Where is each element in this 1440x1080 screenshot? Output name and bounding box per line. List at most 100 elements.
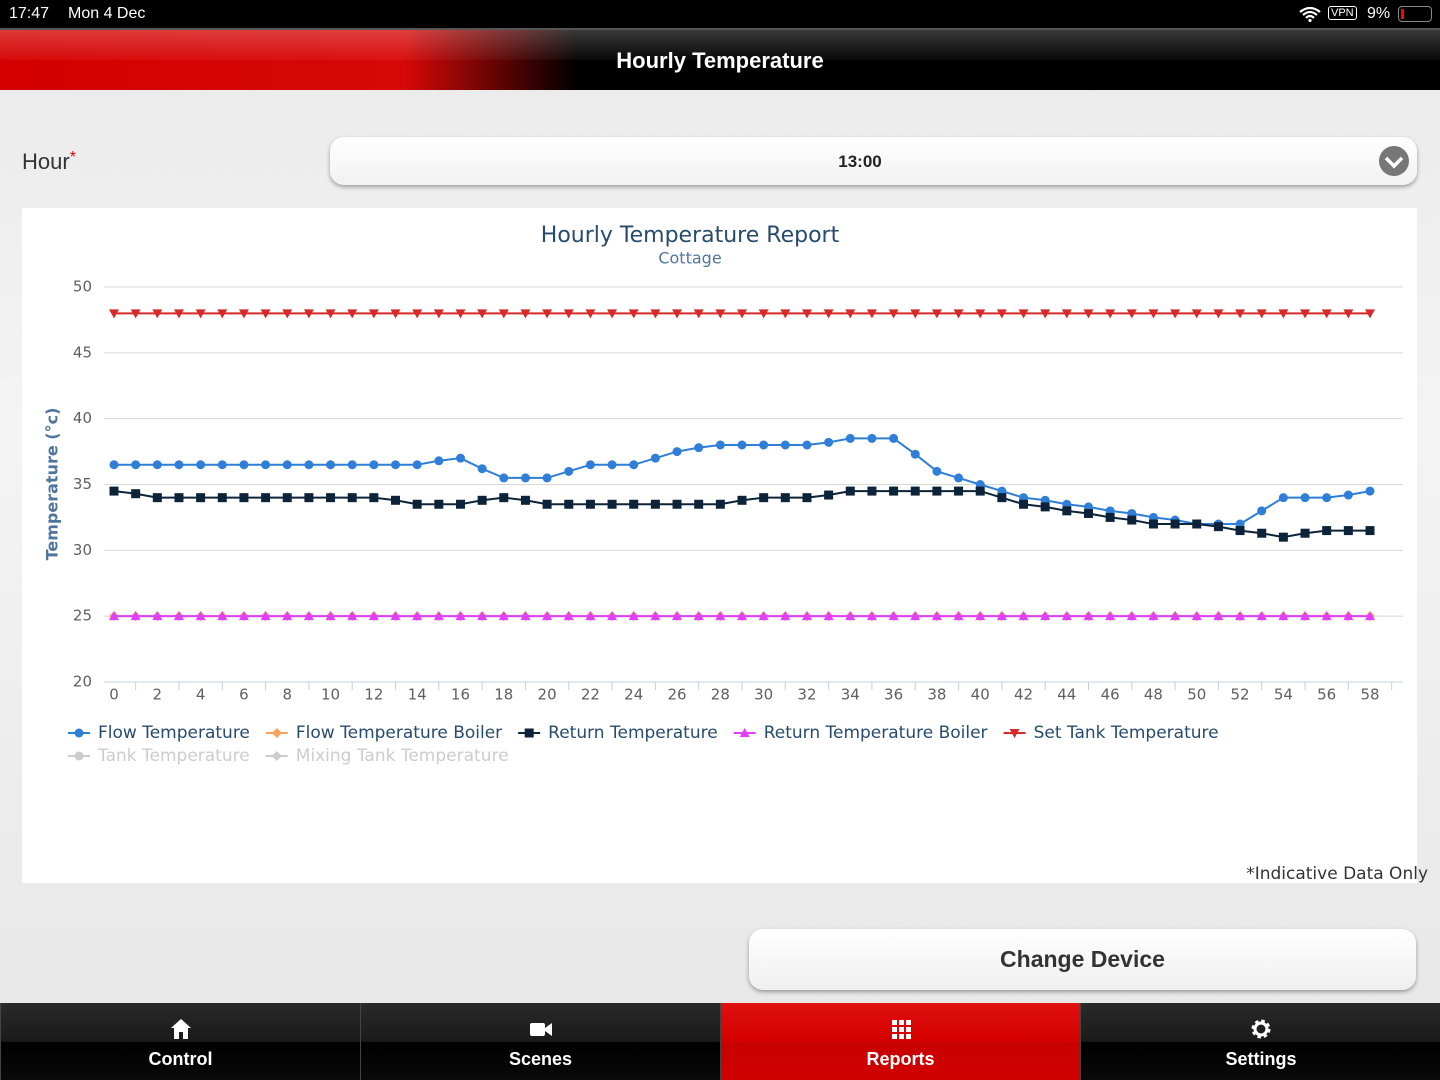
point (195, 309, 206, 319)
point (1018, 611, 1029, 621)
point (455, 309, 466, 319)
point (1257, 528, 1267, 538)
point (672, 499, 682, 509)
point (1322, 526, 1332, 536)
tab-label: Scenes (508, 1049, 573, 1069)
point (542, 499, 552, 509)
tab-label: Settings (1225, 1049, 1297, 1069)
point (282, 309, 293, 319)
legend-label: Return Temperature (548, 723, 718, 743)
point (477, 611, 488, 621)
point (1278, 611, 1289, 621)
point (737, 309, 747, 319)
y-tick-label: 30 (73, 541, 92, 559)
legend-label: Set Tank Temperature (1034, 723, 1219, 743)
point (888, 611, 899, 621)
grid-icon (892, 1020, 911, 1039)
point (672, 611, 683, 621)
point (1300, 611, 1311, 621)
point (217, 460, 227, 470)
status-bar: 17:47 Mon 4 Dec VPN 9% (0, 0, 1440, 28)
tab-reports[interactable]: Reports (720, 1003, 1080, 1080)
point (434, 499, 444, 509)
point (260, 309, 271, 319)
change-device-button[interactable]: Change Device (749, 929, 1416, 990)
point (1300, 493, 1310, 503)
point (715, 499, 725, 509)
x-tick-label: 12 (364, 686, 383, 704)
point (889, 486, 899, 496)
point (1278, 309, 1289, 319)
point (824, 490, 834, 500)
point (1040, 611, 1051, 621)
point (780, 493, 790, 503)
point (1148, 611, 1159, 621)
legend-label: Flow Temperature Boiler (296, 723, 502, 743)
point (694, 499, 704, 509)
point (585, 460, 595, 470)
x-tick-label: 44 (1057, 686, 1076, 704)
point (823, 611, 834, 621)
legend-item: Set Tank Temperature (1003, 723, 1219, 743)
point (109, 486, 119, 496)
point (845, 611, 856, 621)
point (368, 309, 379, 319)
point (759, 493, 769, 503)
x-tick-label: 8 (282, 686, 292, 704)
tab-bar: Control Scenes Reports Settings (0, 1003, 1440, 1080)
point (629, 460, 639, 470)
legend-item: Return Temperature Boiler (733, 723, 988, 743)
point (629, 499, 639, 509)
point (1105, 611, 1116, 621)
point (1040, 502, 1050, 512)
point (1213, 611, 1224, 621)
point (303, 309, 314, 319)
point (1300, 528, 1310, 538)
x-tick-label: 30 (754, 686, 773, 704)
hour-select[interactable]: 13:00 (330, 137, 1417, 185)
point (520, 473, 530, 483)
tab-settings[interactable]: Settings (1080, 1003, 1440, 1080)
point (238, 309, 249, 319)
x-tick-label: 0 (109, 686, 119, 704)
tab-control[interactable]: Control (0, 1003, 360, 1080)
point (131, 489, 141, 499)
legend-item: Tank Temperature (68, 746, 250, 766)
point (931, 611, 942, 621)
x-tick-label: 52 (1231, 686, 1250, 704)
tab-scenes[interactable]: Scenes (360, 1003, 720, 1080)
point (152, 460, 162, 470)
y-tick-label: 45 (73, 343, 92, 361)
dropdown-icon (1379, 146, 1409, 176)
point (271, 728, 282, 738)
point (1191, 611, 1202, 621)
point (585, 499, 595, 509)
point (932, 466, 942, 476)
point (910, 309, 921, 319)
chart-panel: Hourly Temperature Report Cottage Temper… (22, 208, 1417, 883)
point (975, 611, 986, 621)
point (412, 499, 422, 509)
point (347, 460, 357, 470)
legend-label: Mixing Tank Temperature (296, 746, 509, 766)
point (628, 309, 639, 319)
point (1191, 309, 1202, 319)
point (173, 611, 184, 621)
x-tick-label: 38 (927, 686, 946, 704)
point (217, 309, 228, 319)
point (261, 460, 271, 470)
point (1321, 309, 1332, 319)
point (1343, 526, 1353, 536)
point (369, 460, 379, 470)
point (1148, 519, 1158, 529)
y-tick-label: 40 (73, 409, 92, 427)
point (1278, 493, 1288, 503)
point (889, 433, 899, 443)
x-tick-label: 34 (841, 686, 860, 704)
point (477, 309, 488, 319)
point (954, 486, 964, 496)
point (434, 456, 444, 466)
legend-item: Return Temperature (518, 723, 718, 743)
point (1127, 515, 1137, 525)
point (1321, 611, 1332, 621)
